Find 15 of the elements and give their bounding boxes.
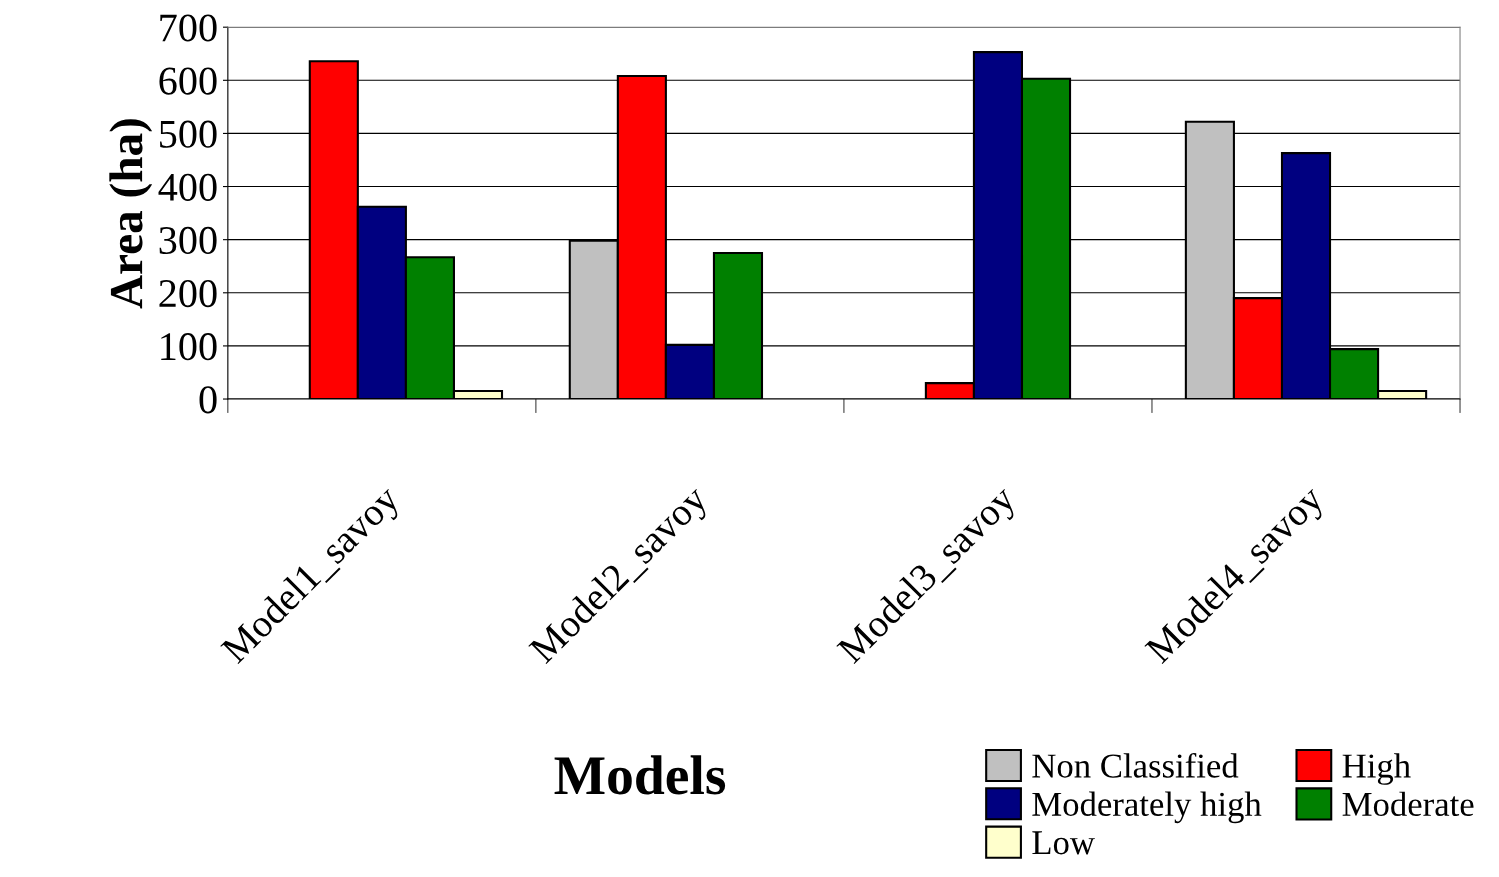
- legend-label: Moderate: [1342, 791, 1474, 817]
- y-tick-label: 500: [160, 120, 217, 148]
- y-tick-label: 600: [159, 67, 217, 95]
- y-tick-label: 0: [199, 386, 217, 414]
- y-tick-label: 200: [159, 279, 217, 308]
- x-axis-title: Models: [554, 755, 726, 795]
- legend-label: Non Classified: [1032, 752, 1239, 778]
- y-tick-label: 400: [158, 173, 217, 201]
- legend-label: Moderately high: [1032, 791, 1262, 824]
- legend-label: Low: [1032, 831, 1095, 855]
- y-tick-label: 700: [160, 14, 217, 42]
- y-axis-title: Area (ha): [109, 119, 153, 309]
- legend-label: High: [1342, 753, 1411, 785]
- y-tick-label: 100: [161, 333, 217, 361]
- y-tick-label: 300: [159, 226, 217, 255]
